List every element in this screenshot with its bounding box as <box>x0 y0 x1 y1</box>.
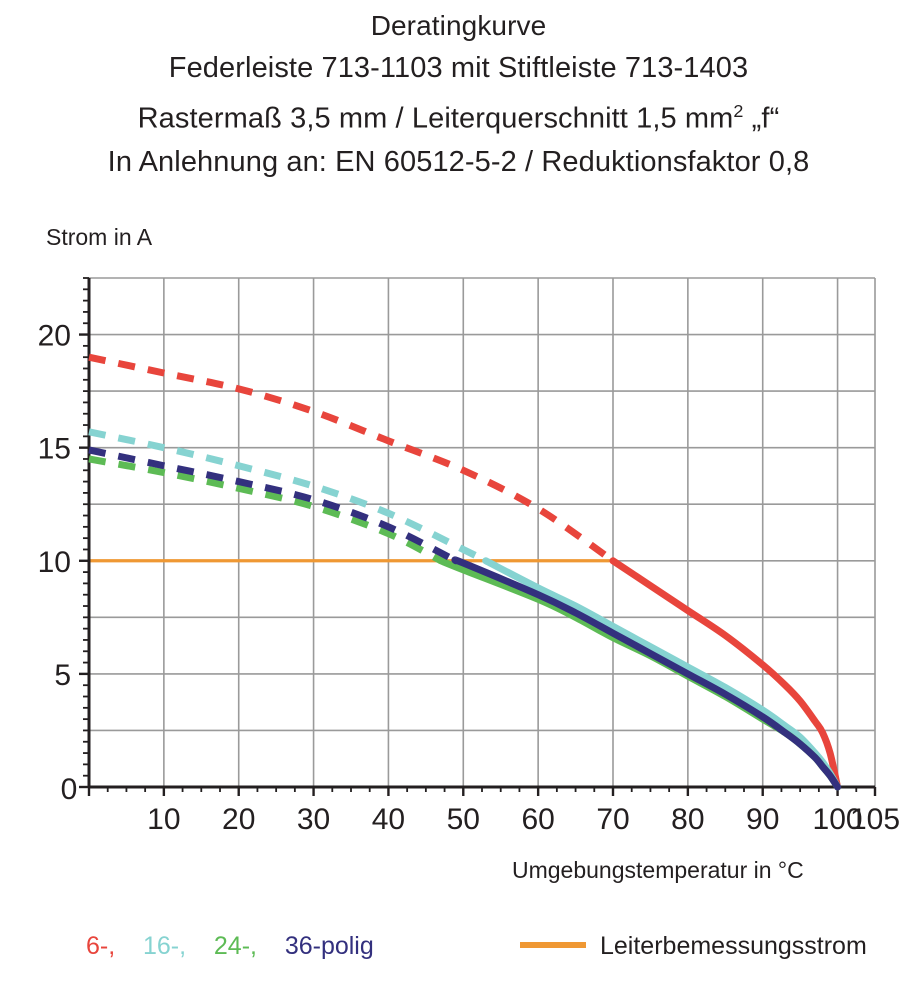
y-axis-tick-label: 15 <box>38 433 71 466</box>
y-axis-tick-label: 10 <box>38 546 71 579</box>
x-axis-tick-label: 100 <box>813 803 863 836</box>
title-line-3-suffix: „f“ <box>743 102 780 135</box>
chart-legend: 6-, 16-, 24-, 36-polig Leiterbemessungss… <box>0 932 917 982</box>
x-axis-tick-label: 70 <box>596 803 629 836</box>
title-line-3-text: Rastermaß 3,5 mm / Leiterquerschnitt 1,5… <box>137 102 734 135</box>
series-line-dashed <box>88 353 615 564</box>
x-axis-tick-label: 90 <box>746 803 779 836</box>
legend-polig-series: 6-, 16-, 24-, 36-polig <box>86 932 374 961</box>
title-line-4: In Anlehnung an: EN 60512-5-2 / Reduktio… <box>107 145 810 178</box>
title-line-2: Federleiste 713-1103 mit Stiftleiste 713… <box>168 52 749 84</box>
y-axis-tick-label: 5 <box>54 659 71 692</box>
legend-item-36-polig: 36-polig <box>284 932 374 960</box>
legend-line-swatch-icon <box>520 941 586 948</box>
title-line-3: Rastermaß 3,5 mm / Leiterquerschnitt 1,5… <box>0 90 917 141</box>
x-axis-tick-label: 50 <box>447 803 480 836</box>
x-axis-tick-label: 80 <box>671 803 704 836</box>
series-line-solid <box>609 557 842 791</box>
legend-rated-current-label: Leiterbemessungsstrom <box>600 932 867 960</box>
series-line-solid <box>451 556 842 791</box>
data-series-36-polig <box>88 446 842 791</box>
title-line-1: Deratingkurve <box>370 10 547 41</box>
x-axis-tick-label: 20 <box>222 803 255 836</box>
x-axis-title: Umgebungstemperatur in °C <box>512 857 804 883</box>
data-series-group <box>88 353 842 791</box>
x-axis-tick-label: 40 <box>372 803 405 836</box>
legend-rated-current: Leiterbemessungsstrom <box>520 932 867 961</box>
legend-item-24-polig: 24-, <box>213 932 257 960</box>
x-axis-tick-label: 0 <box>61 773 78 806</box>
x-axis-tick-label: 30 <box>297 803 330 836</box>
title-line-3-superscript: 2 <box>733 101 744 121</box>
legend-item-16-polig: 16-, <box>143 932 187 960</box>
x-axis-tick-label: 60 <box>521 803 554 836</box>
y-axis-title: Strom in A <box>46 224 153 250</box>
data-series-6-polig <box>88 353 842 791</box>
x-axis-tick-label: 10 <box>147 803 180 836</box>
x-axis-tick-label: 105 <box>850 803 900 836</box>
legend-item-6-polig: 6-, <box>86 932 116 960</box>
axis-ticks <box>79 277 877 796</box>
series-line-dashed <box>88 428 488 564</box>
chart-title-block: Deratingkurve Federleiste 713-1103 mit S… <box>0 4 917 184</box>
y-axis-tick-label: 20 <box>38 320 71 353</box>
series-line-dashed <box>88 446 458 564</box>
series-line-dashed <box>88 455 443 564</box>
